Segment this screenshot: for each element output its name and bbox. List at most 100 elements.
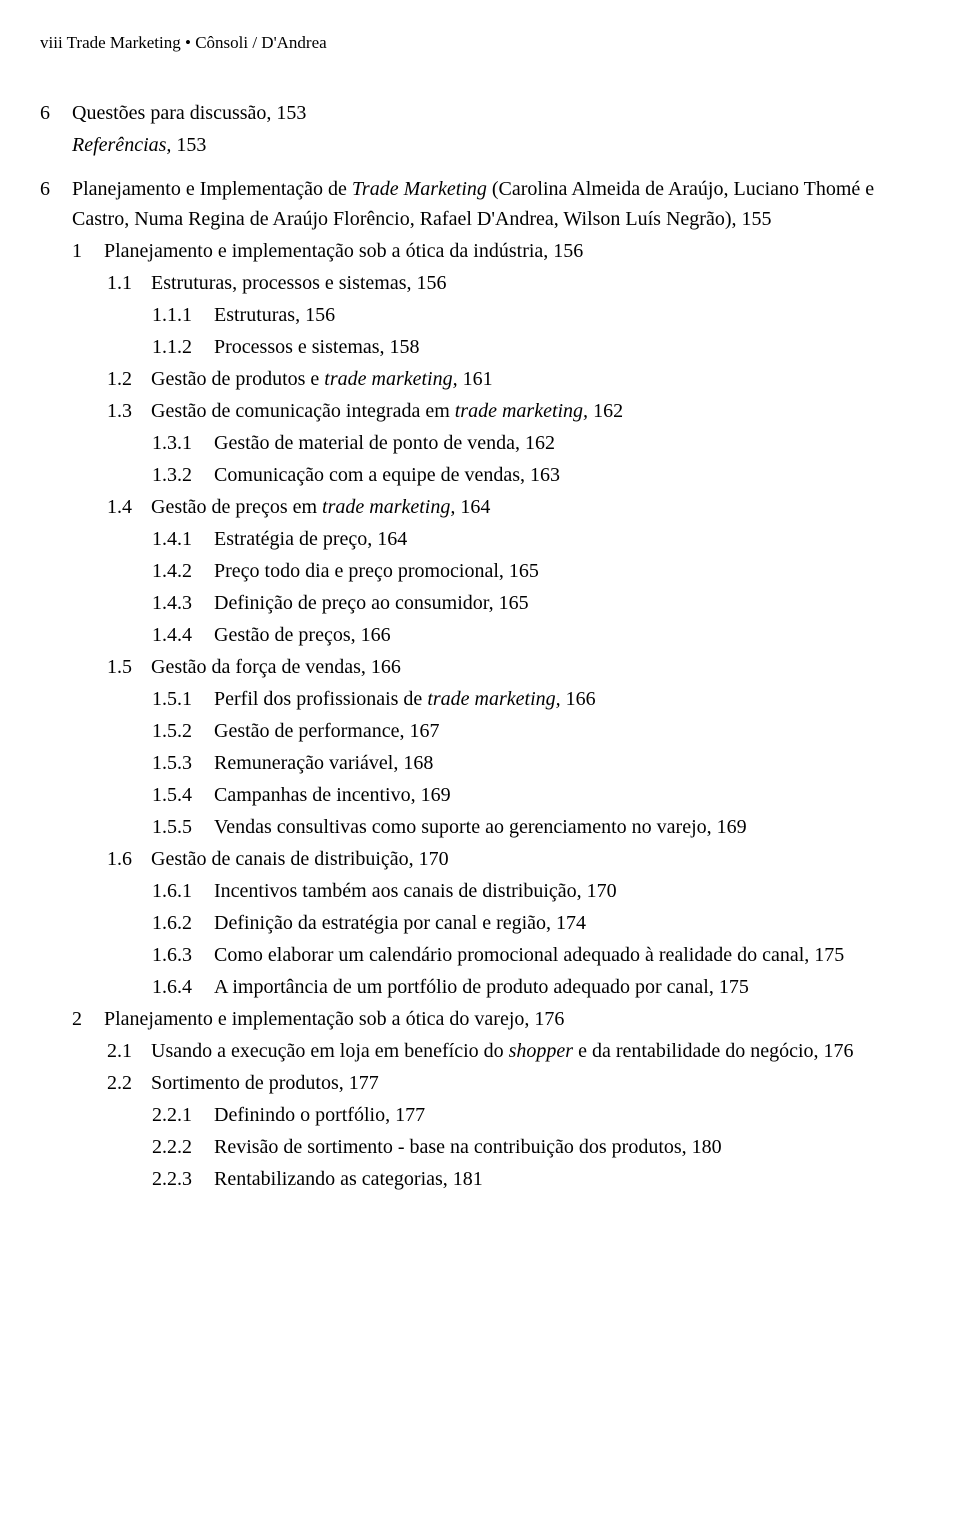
toc-num: 2.2.3 <box>152 1164 214 1194</box>
toc-text: Gestão da força de vendas, 166 <box>151 652 905 682</box>
toc-num: 1.3.1 <box>152 428 214 458</box>
toc-text: Incentivos também aos canais de distribu… <box>214 876 905 906</box>
toc-pre: Usando a execução em loja em benefício d… <box>151 1040 509 1062</box>
toc-text: Estratégia de preço, 164 <box>214 524 905 554</box>
toc-2-2-3: 2.2.3 Rentabilizando as categorias, 181 <box>40 1164 905 1194</box>
toc-num: 2.2 <box>107 1068 151 1098</box>
toc-num: 1.6.3 <box>152 940 214 970</box>
toc-num: 1.1 <box>107 268 151 298</box>
toc-post: 166 <box>561 688 596 710</box>
toc-2-1: 2.1 Usando a execução em loja em benefíc… <box>40 1036 905 1066</box>
toc-num: 1.4.4 <box>152 620 214 650</box>
toc-num: 1.5.4 <box>152 780 214 810</box>
chapter-6-number: 6 <box>40 174 72 234</box>
toc-italic: trade marketing, <box>427 688 560 710</box>
chapter-6-text: Planejamento e Implementação de Trade Ma… <box>72 174 905 234</box>
toc-text: A importância de um portfólio de produto… <box>214 972 905 1002</box>
toc-text: Gestão de preços em trade marketing, 164 <box>151 492 905 522</box>
toc-text: Perfil dos profissionais de trade market… <box>214 684 905 714</box>
toc-pre: Perfil dos profissionais de <box>214 688 427 710</box>
toc-num: 1.5.5 <box>152 812 214 842</box>
toc-post: 161 <box>458 368 493 390</box>
toc-text: Campanhas de incentivo, 169 <box>214 780 905 810</box>
toc-italic: shopper <box>509 1040 573 1062</box>
toc-text: Planejamento e implementação sob a ótica… <box>104 1004 905 1034</box>
toc-num: 1.2 <box>107 364 151 394</box>
toc-text: Remuneração variável, 168 <box>214 748 905 778</box>
book-authors: Cônsoli / D'Andrea <box>195 33 327 52</box>
toc-1-3-2: 1.3.2 Comunicação com a equipe de vendas… <box>40 460 905 490</box>
toc-num: 1.5.3 <box>152 748 214 778</box>
toc-text: Preço todo dia e preço promocional, 165 <box>214 556 905 586</box>
toc-num: 1.3 <box>107 396 151 426</box>
toc-num: 1.6.1 <box>152 876 214 906</box>
toc-1-5-5: 1.5.5 Vendas consultivas como suporte ao… <box>40 812 905 842</box>
prev-chapter-questions: 6 Questões para discussão, 153 <box>40 98 905 128</box>
references-page: 153 <box>171 134 206 156</box>
toc-text: Como elaborar um calendário promocional … <box>214 940 905 970</box>
toc-2-2-2: 2.2.2 Revisão de sortimento - base na co… <box>40 1132 905 1162</box>
toc-text: Definindo o portfólio, 177 <box>214 1100 905 1130</box>
toc-1-5-1: 1.5.1 Perfil dos profissionais de trade … <box>40 684 905 714</box>
toc-1-1: 1.1 Estruturas, processos e sistemas, 15… <box>40 268 905 298</box>
toc-text: Gestão de material de ponto de venda, 16… <box>214 428 905 458</box>
toc-num: 1.4.2 <box>152 556 214 586</box>
toc-1-5-4: 1.5.4 Campanhas de incentivo, 169 <box>40 780 905 810</box>
toc-1-5-2: 1.5.2 Gestão de performance, 167 <box>40 716 905 746</box>
toc-1-6-2: 1.6.2 Definição da estratégia por canal … <box>40 908 905 938</box>
toc-1: 1 Planejamento e implementação sob a óti… <box>40 236 905 266</box>
toc-text: Comunicação com a equipe de vendas, 163 <box>214 460 905 490</box>
toc-italic: trade marketing, <box>324 368 457 390</box>
toc-num: 1.5 <box>107 652 151 682</box>
toc-1-6: 1.6 Gestão de canais de distribuição, 17… <box>40 844 905 874</box>
toc-1-5-3: 1.5.3 Remuneração variável, 168 <box>40 748 905 778</box>
toc-num: 1.5.2 <box>152 716 214 746</box>
toc-num: 2.1 <box>107 1036 151 1066</box>
toc-italic: trade marketing, <box>455 400 588 422</box>
book-title: Trade Marketing <box>67 33 181 52</box>
toc-1-6-4: 1.6.4 A importância de um portfólio de p… <box>40 972 905 1002</box>
toc-2: 2 Planejamento e implementação sob a óti… <box>40 1004 905 1034</box>
page: viii Trade Marketing • Cônsoli / D'Andre… <box>0 0 960 1226</box>
running-header: viii Trade Marketing • Cônsoli / D'Andre… <box>40 30 905 56</box>
toc-num: 1.1.2 <box>152 332 214 362</box>
toc-post: e da rentabilidade do negócio, 176 <box>573 1040 853 1062</box>
toc-text: Planejamento e implementação sob a ótica… <box>104 236 905 266</box>
toc-num: 1.6.2 <box>152 908 214 938</box>
toc-post: 162 <box>588 400 623 422</box>
toc-pre: Gestão de comunicação integrada em <box>151 400 455 422</box>
toc-text: Gestão de produtos e trade marketing, 16… <box>151 364 905 394</box>
toc-num: 1.4 <box>107 492 151 522</box>
toc-text: Gestão de comunicação integrada em trade… <box>151 396 905 426</box>
toc-num: 1.6.4 <box>152 972 214 1002</box>
chapter-6-italic: Trade Marketing <box>352 178 487 200</box>
toc-num: 1.6 <box>107 844 151 874</box>
toc-italic: trade marketing, <box>322 496 455 518</box>
toc-text: Sortimento de produtos, 177 <box>151 1068 905 1098</box>
toc-post: 164 <box>455 496 490 518</box>
toc-1-1-2: 1.1.2 Processos e sistemas, 158 <box>40 332 905 362</box>
toc-text: Gestão de performance, 167 <box>214 716 905 746</box>
toc-1-4: 1.4 Gestão de preços em trade marketing,… <box>40 492 905 522</box>
toc-text: Definição da estratégia por canal e regi… <box>214 908 905 938</box>
toc-1-4-3: 1.4.3 Definição de preço ao consumidor, … <box>40 588 905 618</box>
toc-text: Revisão de sortimento - base na contribu… <box>214 1132 905 1162</box>
toc-1-3: 1.3 Gestão de comunicação integrada em t… <box>40 396 905 426</box>
chapter-6-title: 6 Planejamento e Implementação de Trade … <box>40 174 905 234</box>
toc-2-2-1: 2.2.1 Definindo o portfólio, 177 <box>40 1100 905 1130</box>
page-number-roman: viii <box>40 33 63 52</box>
toc-1-3-1: 1.3.1 Gestão de material de ponto de ven… <box>40 428 905 458</box>
toc-num: 1.4.1 <box>152 524 214 554</box>
prev-chapter-number: 6 <box>40 98 72 128</box>
chapter-6-pre: Planejamento e Implementação de <box>72 178 352 200</box>
toc-text: Usando a execução em loja em benefício d… <box>151 1036 905 1066</box>
toc-num: 1.5.1 <box>152 684 214 714</box>
toc-text: Processos e sistemas, 158 <box>214 332 905 362</box>
toc-1-6-3: 1.6.3 Como elaborar um calendário promoc… <box>40 940 905 970</box>
toc-text: Gestão de canais de distribuição, 170 <box>151 844 905 874</box>
header-bullet: • <box>185 33 195 52</box>
toc-1-4-4: 1.4.4 Gestão de preços, 166 <box>40 620 905 650</box>
toc-num: 1.4.3 <box>152 588 214 618</box>
prev-chapter-references: Referências, 153 <box>40 130 905 160</box>
toc-text: Estruturas, 156 <box>214 300 905 330</box>
